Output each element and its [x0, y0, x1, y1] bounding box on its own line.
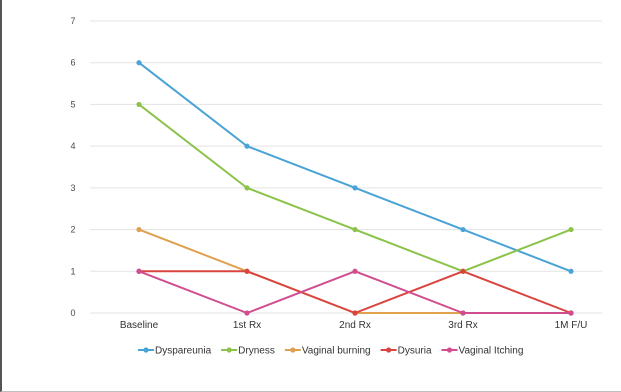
y-tick-label: 3 [70, 183, 75, 193]
legend-item: Dysuria [380, 346, 432, 357]
y-axis-ticks: 0 1 2 3 4 5 6 7 [70, 16, 75, 318]
data-point [244, 310, 250, 316]
y-tick-label: 5 [70, 99, 75, 109]
y-tick-label: 4 [70, 141, 75, 151]
legend-label: Vaginal burning [302, 346, 371, 357]
series-line [138, 61, 572, 273]
x-category-label: 2nd Rx [339, 320, 371, 331]
data-point [136, 226, 142, 233]
x-category-label: 3rd Rx [448, 320, 477, 331]
series-vaginal-itching [136, 268, 574, 316]
legend-marker [290, 347, 296, 353]
data-point [352, 185, 358, 191]
legend-label: Vaginal Itching [459, 346, 524, 357]
y-tick-label: 1 [70, 266, 75, 276]
x-category-label: 1st Rx [233, 320, 261, 331]
series-line [138, 270, 571, 314]
data-point [352, 310, 358, 316]
data-point [568, 268, 574, 274]
y-tick-label: 6 [70, 58, 75, 68]
x-category-label: 1M F/U [555, 320, 588, 331]
legend-marker [446, 347, 453, 353]
data-point [244, 185, 250, 191]
gridlines [90, 20, 602, 314]
series-dysuria [136, 268, 574, 316]
data-point [460, 310, 466, 316]
x-axis-categories: Baseline 1st Rx 2nd Rx 3rd Rx 1M F/U [120, 320, 588, 331]
legend-item: Vaginal Itching [441, 346, 524, 357]
legend-label: Dryness [238, 346, 275, 357]
data-point [136, 60, 142, 66]
y-tick-label: 2 [70, 225, 75, 235]
legend-marker [143, 347, 149, 353]
y-tick-label: 0 [70, 308, 75, 318]
data-point [460, 268, 466, 274]
data-point [460, 226, 466, 233]
legend-label: Dysuria [398, 346, 432, 357]
legend-marker [386, 347, 392, 353]
data-point [244, 143, 250, 149]
series-dyspareunia [136, 60, 574, 274]
y-tick-label: 7 [70, 16, 75, 26]
data-point [352, 226, 358, 233]
series-lines [136, 60, 574, 316]
series-line [139, 270, 572, 314]
data-point [136, 101, 142, 108]
legend: Dyspareunia Dryness Vaginal burning Dysuria… [138, 346, 523, 357]
legend-item: Vaginal burning [284, 346, 371, 357]
legend-item: Dyspareunia [138, 346, 212, 357]
x-category-label: Baseline [120, 320, 159, 331]
legend-label: Dyspareunia [155, 346, 212, 357]
legend-item: Dryness [221, 346, 275, 357]
data-point [568, 226, 574, 233]
data-point [352, 268, 358, 274]
data-point [136, 268, 142, 274]
legend-marker [226, 347, 232, 353]
data-point [568, 310, 574, 316]
data-point [244, 268, 250, 274]
